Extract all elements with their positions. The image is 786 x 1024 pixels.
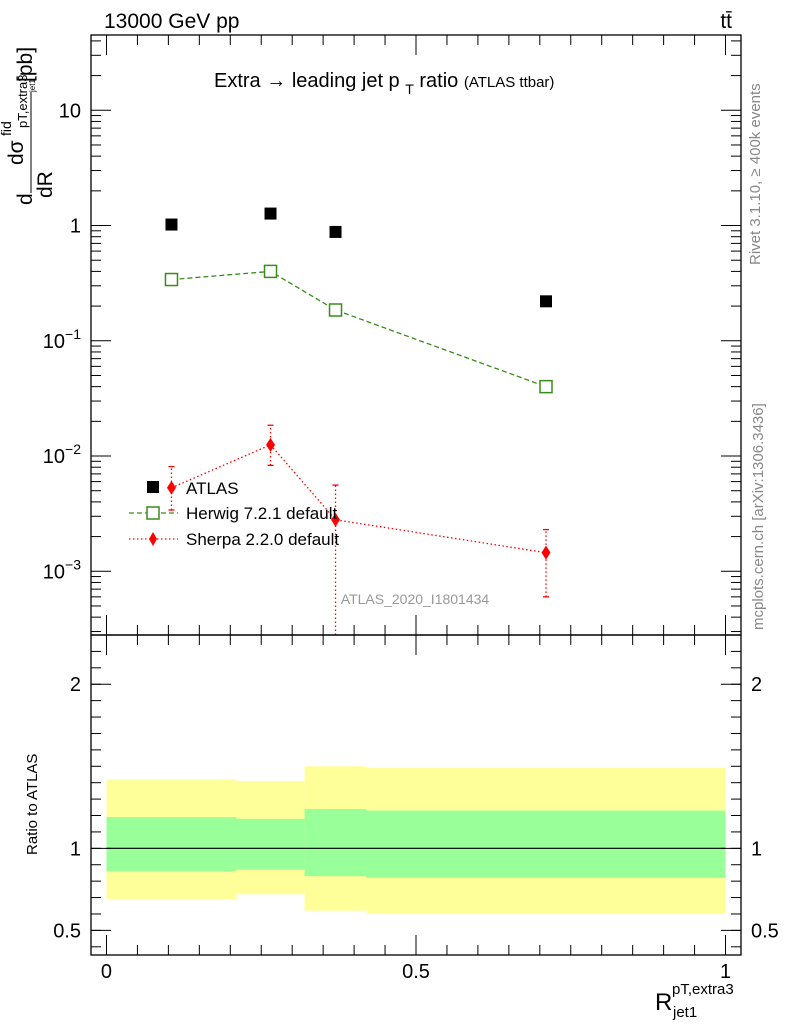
title-arrow: → bbox=[266, 70, 286, 92]
title-note: (ATLAS ttbar) bbox=[464, 74, 555, 91]
main-ylabel: d dσ fid pT,extra3 jet1 dR [pb] bbox=[0, 47, 57, 205]
herwig-point-2 bbox=[328, 303, 343, 317]
legend-marker-herwig bbox=[146, 506, 160, 520]
sherpa-point-2 bbox=[331, 512, 341, 527]
ratio-ylabel: Ratio to ATLAS bbox=[24, 754, 41, 855]
ratio-inner-band-3 bbox=[366, 810, 726, 878]
title-ratio: ratio bbox=[419, 70, 458, 92]
atlas-point-0 bbox=[165, 218, 178, 231]
main-ytick-label-3: 1 bbox=[70, 216, 81, 238]
main-ytick-base: 10 bbox=[43, 561, 65, 583]
ratio-inner-band-1 bbox=[236, 818, 305, 870]
atlas-point-3 bbox=[540, 295, 552, 308]
rivet-label: Rivet 3.1.10, ≥ 400k events bbox=[747, 83, 764, 265]
ratio-ytick-label-left-2: 2 bbox=[70, 674, 81, 696]
xlabel-sub: jet1 bbox=[672, 1004, 697, 1021]
title-word-extra: Extra bbox=[214, 70, 262, 92]
xtick-label-1: 0.5 bbox=[402, 961, 430, 983]
xlabel-sup: pT,extra3 bbox=[672, 981, 734, 998]
title-subscript: T bbox=[405, 81, 414, 97]
ylabel-sub: pT,extra3 bbox=[15, 75, 30, 128]
herwig-point-0 bbox=[164, 272, 179, 287]
atlas-point-2 bbox=[329, 225, 342, 238]
main-ytick-label-1: 10−2 bbox=[43, 441, 81, 468]
main-ytick-label-2: 10−1 bbox=[43, 326, 81, 353]
main-ytick-exp: −3 bbox=[65, 556, 81, 572]
ylabel-dsigma: dσ bbox=[5, 140, 28, 165]
main-ytick-base: 10 bbox=[43, 446, 65, 468]
main-ytick-exp: −2 bbox=[65, 441, 81, 457]
ylabel-fid: fid bbox=[0, 121, 14, 136]
legend-marker-atlas bbox=[147, 481, 159, 493]
main-ytick-label-0: 10−3 bbox=[43, 556, 81, 583]
analysis-watermark: ATLAS_2020_I1801434 bbox=[341, 591, 490, 607]
header-energy: 13000 GeV pp bbox=[104, 10, 239, 33]
ratio-inner-band-2 bbox=[304, 808, 367, 877]
main-series-layer bbox=[106, 207, 726, 914]
main-ytick-base: 10 bbox=[43, 331, 65, 353]
mcplots-label: mcplots.cern.ch [arXiv:1306.3436] bbox=[750, 403, 767, 630]
ratio-ytick-label-left-1: 1 bbox=[70, 838, 81, 860]
ratio-ytick-label-right-0: 0.5 bbox=[751, 920, 779, 942]
header-process: tt̄ bbox=[720, 10, 732, 33]
main-title: Extra → leading jet p T ratio (ATLAS ttb… bbox=[214, 70, 554, 99]
ylabel-sub-jet1: jet1 bbox=[28, 79, 37, 93]
xlabel-R: R bbox=[655, 989, 672, 1016]
ratio-inner-band-0 bbox=[106, 817, 237, 872]
xtick-label-2: 1 bbox=[720, 961, 731, 983]
main-ytick-base: 1 bbox=[70, 216, 81, 238]
atlas-point-1 bbox=[264, 207, 277, 220]
legend-marker-sherpa bbox=[149, 532, 157, 546]
xtick-label-0: 0 bbox=[101, 961, 112, 983]
herwig-line bbox=[171, 270, 547, 388]
ratio-ytick-label-left-0: 0.5 bbox=[53, 920, 81, 942]
main-ytick-base: 10 bbox=[59, 100, 81, 122]
sherpa-point-3 bbox=[541, 545, 551, 560]
ylabel-unit: [pb] bbox=[14, 47, 37, 82]
herwig-point-3 bbox=[539, 379, 553, 394]
legend-label-atlas: ATLAS bbox=[186, 479, 239, 498]
ratio-ytick-label-right-1: 1 bbox=[751, 838, 762, 860]
x-axis-label: R pT,extra3 jet1 bbox=[655, 981, 734, 1021]
legend: ATLAS Herwig 7.2.1 default Sherpa 2.2.0 … bbox=[129, 479, 339, 549]
legend-label-herwig: Herwig 7.2.1 default bbox=[186, 504, 337, 523]
main-ytick-label-4: 10 bbox=[59, 100, 81, 122]
ylabel-dR: dR bbox=[34, 171, 57, 198]
title-leading: leading jet p bbox=[292, 70, 400, 92]
sherpa-point-1 bbox=[266, 437, 276, 452]
herwig-point-1 bbox=[263, 264, 278, 279]
ylabel-d: d bbox=[14, 193, 37, 205]
sherpa-point-0 bbox=[166, 480, 176, 495]
ratio-ytick-label-right-2: 2 bbox=[751, 674, 762, 696]
legend-label-sherpa: Sherpa 2.2.0 default bbox=[186, 530, 339, 549]
main-ytick-exp: −1 bbox=[65, 326, 81, 342]
